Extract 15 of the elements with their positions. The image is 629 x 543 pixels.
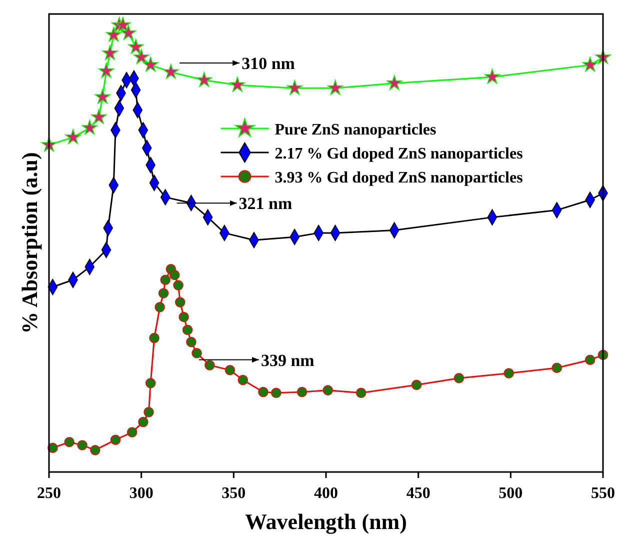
annotation: 310 nm: [242, 54, 295, 74]
legend-label: Pure ZnS nanoparticles: [274, 122, 436, 138]
x-tick-label: 400: [314, 485, 338, 502]
x-tick-label: 250: [37, 485, 61, 502]
x-tick-label: 550: [591, 485, 615, 502]
x-tick-label: 500: [498, 485, 523, 502]
x-tick-label: 450: [406, 485, 430, 502]
x-tick-label: 300: [129, 485, 154, 502]
legend-label: 2.17 % Gd doped ZnS nanoparticles: [274, 146, 523, 162]
legend-label: 3.93 % Gd doped ZnS nanoparticles: [274, 170, 523, 186]
x-axis-title: Wavelength (nm): [245, 509, 407, 534]
annotation: 339 nm: [260, 350, 314, 370]
annotation: 321 nm: [238, 194, 292, 214]
x-tick-label: 350: [222, 485, 246, 502]
y-axis-title: % Absorption (a.u): [17, 152, 42, 334]
